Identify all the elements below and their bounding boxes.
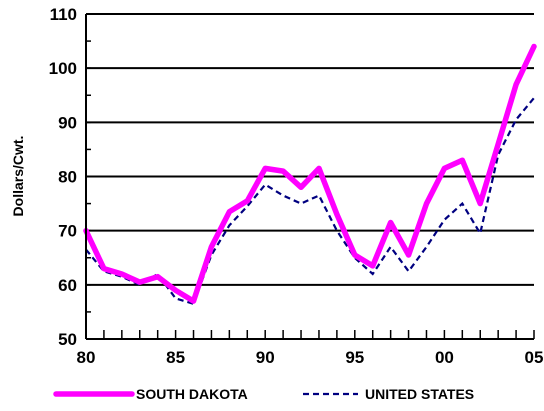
- x-tick-label: 95: [345, 348, 364, 367]
- series-lines: [83, 43, 537, 306]
- legend-label-united-states: UNITED STATES: [365, 386, 474, 402]
- y-tick-labels: 50 60 70 80 90 100 110: [49, 5, 77, 349]
- x-tick-label: 05: [525, 348, 544, 367]
- y-tick-label: 100: [49, 59, 77, 78]
- legend: SOUTH DAKOTA UNITED STATES: [53, 386, 474, 402]
- series-line-south-dakota: [83, 43, 537, 304]
- y-tick-label: 110: [50, 5, 77, 24]
- legend-label-south-dakota: SOUTH DAKOTA: [136, 386, 248, 402]
- x-tick-label: 85: [166, 348, 185, 367]
- x-tick-labels: 80 85 90 95 00 05: [77, 348, 544, 367]
- y-tick-label: 90: [58, 113, 77, 132]
- y-tick-label: 50: [58, 330, 77, 349]
- x-minor-ticks: [85, 13, 535, 340]
- x-tick-label: 90: [256, 348, 275, 367]
- y-tick-label: 60: [58, 276, 77, 295]
- y-axis-title: Dollars/Cwt.: [10, 136, 26, 217]
- gridlines: [86, 13, 534, 286]
- series-line-united-states: [85, 97, 535, 306]
- y-tick-label: 80: [58, 168, 77, 187]
- y-tick-label: 70: [58, 222, 77, 241]
- x-tick-label: 80: [77, 348, 96, 367]
- axes: [85, 14, 534, 340]
- x-tick-label: 00: [435, 348, 454, 367]
